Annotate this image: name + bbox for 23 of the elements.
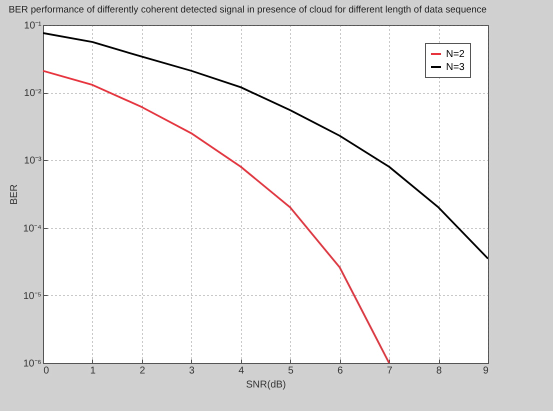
y-tick-label: 10⁻¹ xyxy=(24,20,42,32)
legend-label: N=3 xyxy=(446,62,466,73)
x-tick-label: 1 xyxy=(90,366,96,376)
y-tick-label: 10⁻³ xyxy=(24,156,42,167)
x-tick-label: 4 xyxy=(238,366,244,376)
y-tick-label: 10⁻⁵ xyxy=(23,290,42,302)
x-tick-label: 9 xyxy=(482,366,489,376)
x-axis-title: SNR(dB) xyxy=(246,380,286,390)
x-tick-label: 3 xyxy=(189,366,196,376)
y-tick-label: 10⁻² xyxy=(24,88,42,100)
x-tick-label: 7 xyxy=(386,366,393,376)
x-tick-label: 8 xyxy=(436,366,442,376)
x-tick-label: 2 xyxy=(140,366,146,376)
x-tick-label: 6 xyxy=(337,366,344,376)
chart-title: BER performance of differently coherent detected signal in presence of cloud for different length of data sequence xyxy=(8,4,487,16)
y-axis-title: BER xyxy=(9,184,20,205)
legend-label: N=2 xyxy=(446,49,466,60)
line-series xyxy=(43,70,390,363)
x-tick-label: 0 xyxy=(44,366,50,376)
line-series xyxy=(43,32,488,260)
y-tick-label: 10⁻⁴ xyxy=(23,223,42,234)
y-tick-label: 10⁻⁶ xyxy=(23,358,42,370)
x-tick-label: 5 xyxy=(288,366,294,376)
